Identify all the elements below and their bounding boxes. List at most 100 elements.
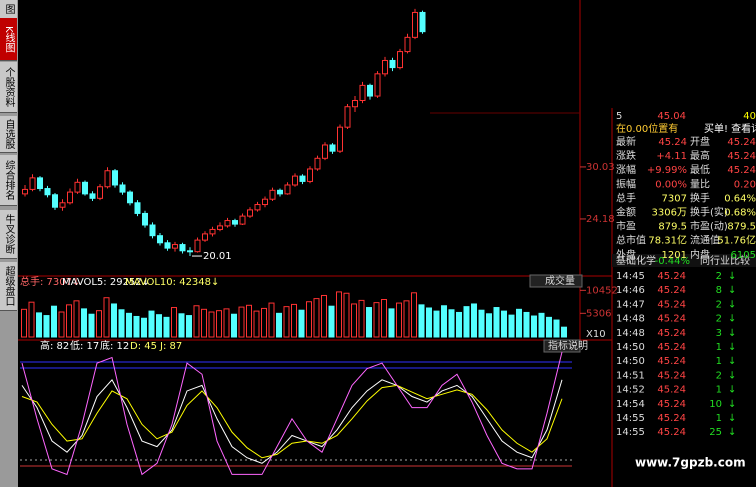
y-tick-label: 5306 [586,308,611,319]
quote-label: 最新 [616,135,636,148]
candle-body [59,202,66,208]
sidebar-tab[interactable]: 综合排名 [0,155,17,206]
volume-bar [261,307,267,338]
volume-bar [358,299,365,338]
trade-price: 45.24 [657,370,686,381]
candle-body [232,220,238,225]
sidebar-tab[interactable]: 图 [0,0,17,19]
candle-body [179,244,186,252]
volume-bar [58,311,65,338]
trade-price: 45.24 [657,328,686,339]
trade-volume: 2 [716,370,722,381]
candle-body [352,99,358,108]
y-tick-label: 24.18 [586,214,615,225]
trade-direction: ↓ [728,356,736,367]
trade-time: 14:54 [616,399,645,410]
volume-bar [66,304,72,338]
industry-name: 基础化学 [616,254,656,267]
volume-header: 总手: 7307↓ [20,275,80,288]
trade-price: 45.24 [657,271,686,282]
volume-bar [516,308,522,338]
volume-bar [193,305,200,338]
volume-bar [21,308,27,338]
quote-value: 45.24 [727,137,756,148]
sidebar-tab[interactable]: K线图 [0,18,17,61]
sidebar: 图 K线图 个股资料自选股综合排名牛叉诊断超级盘口 [0,0,18,487]
quote-value: 7307 [662,193,687,204]
volume-bar [96,310,102,338]
volume-bar [336,291,342,338]
quote-top: 40 [743,111,756,122]
volume-bar [223,308,230,338]
volume-bar [201,308,207,338]
volume-bar [148,310,155,338]
candle-body [202,233,208,241]
candle-body [74,181,81,193]
trade-time: 14:55 [616,427,645,438]
volume-header: MAVOL10: 42348↓ [125,277,219,288]
candle-body [217,225,223,230]
candle-body [172,244,178,249]
candle-body [187,250,193,253]
trade-volume: 1 [716,413,722,424]
volume-bar [28,301,35,338]
volume-bar [111,303,117,338]
trade-direction: ↓ [728,427,736,438]
volume-bar [343,292,350,338]
candle-body [262,198,268,206]
quote-label: 市盈 [616,220,636,233]
candle-body [127,191,133,204]
quote-top: 5 [616,111,622,122]
candle-body [314,157,321,170]
candle-body [149,224,156,237]
trade-direction: ↓ [728,385,736,396]
sidebar-tab[interactable]: 牛叉诊断 [0,210,17,259]
volume-bar [276,312,282,338]
trade-volume: 1 [716,342,722,353]
volume-bar [441,305,447,338]
volume-bar [418,304,425,338]
candle-body [269,189,276,200]
candle-body [389,59,396,69]
indicator-header: 底: 12 [100,339,129,352]
volume-bar [471,303,477,338]
industry-compare[interactable]: 同行业比较 [700,254,750,267]
dropdown-label[interactable]: 成交量 [545,274,575,287]
trade-price: 45.24 [657,385,686,396]
volume-bar [156,314,162,338]
volume-bar [561,326,567,338]
volume-bar [81,308,87,338]
trade-time: 14:50 [616,342,645,353]
quote-label: 最高 [690,149,710,162]
sidebar-tab[interactable]: 个股资料 [0,62,17,113]
volume-bar [246,304,252,338]
candle-body [104,170,111,188]
volume-bar [73,300,80,338]
candle-body [22,188,28,195]
quote-label: 涨幅 [616,163,636,176]
volume-bar [171,307,177,338]
trade-time: 14:55 [616,413,645,424]
volume-bar [36,312,42,338]
volume-bar [553,319,560,338]
quote-label: 开盘 [690,135,710,148]
volume-bar [186,315,192,338]
trade-volume: 10 [709,399,722,410]
volume-bar [268,302,275,338]
volume-bar [411,292,417,338]
candle-body [397,51,403,69]
candle-body [382,59,388,75]
volume-bar [298,309,305,338]
sidebar-tab[interactable]: 自选股 [0,116,17,153]
candle-body [142,212,148,226]
sidebar-tab[interactable]: 超级盘口 [0,262,17,311]
button-label[interactable]: 指标说明 [548,339,588,352]
volume-dropdown[interactable] [529,274,583,288]
quote-value: 0.20 [734,179,756,190]
quote-link[interactable]: 买单! 查看详细 [704,122,756,135]
low-label: 20.01 [203,251,232,262]
quote-label: 总手 [616,191,636,204]
volume-bar [388,308,395,338]
trade-volume: 8 [716,285,722,296]
quote-value: 6105 [731,250,756,261]
